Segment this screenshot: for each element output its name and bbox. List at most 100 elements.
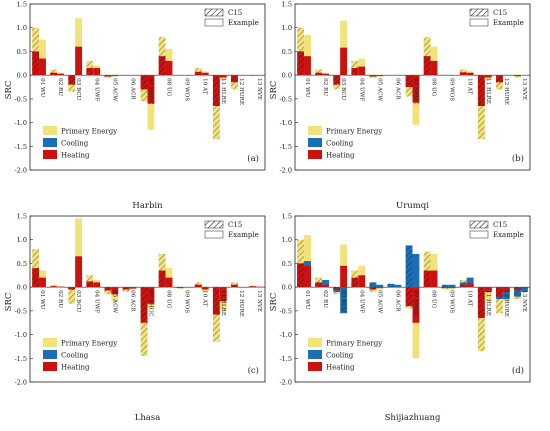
y-tick-label: 0.0 bbox=[17, 72, 27, 80]
y-tick-label: 1.5 bbox=[282, 1, 292, 9]
bar-primary-energy-example bbox=[430, 46, 438, 76]
legend-label-c15: C15 bbox=[228, 221, 242, 229]
bar-hatch-overlay bbox=[104, 287, 112, 291]
legend-swatch-primary-energy bbox=[308, 338, 322, 347]
bar-hatch-overlay bbox=[86, 275, 94, 288]
legend-label-c15: C15 bbox=[493, 221, 507, 229]
bar-hatch-overlay bbox=[477, 75, 485, 140]
bar-hatch-overlay bbox=[176, 287, 184, 289]
bar-heating-example bbox=[129, 287, 137, 289]
y-tick-label: 1.0 bbox=[17, 236, 27, 244]
y-tick-label: 1.0 bbox=[282, 24, 292, 32]
bar-cooling-example bbox=[394, 284, 402, 288]
bar-hatch-overlay bbox=[104, 287, 112, 295]
y-tick-label: 0.5 bbox=[17, 48, 27, 56]
legend-swatch-cooling bbox=[308, 350, 322, 359]
bar-hatch-overlay bbox=[423, 270, 431, 288]
bar-heating-example bbox=[484, 287, 492, 292]
y-axis-label: SRC bbox=[4, 81, 14, 100]
bar-heating-example bbox=[430, 270, 438, 288]
chart-panel-1: -2.0 -1.5 -1.0 -0.5 0.0 0.5 1.0 1.5 SRC 01 WU 02 R… bbox=[4, 1, 266, 211]
x-tick-label: 05 ACW bbox=[376, 290, 382, 313]
bar-hatch-overlay bbox=[212, 75, 220, 106]
panel-label: (a) bbox=[247, 153, 259, 164]
bar-hatch-overlay bbox=[315, 282, 323, 288]
bar-hatch-overlay bbox=[231, 75, 238, 83]
bar-heating-example bbox=[448, 287, 456, 289]
bar-heating-example bbox=[322, 284, 329, 288]
y-tick-label: 0.5 bbox=[17, 260, 27, 268]
x-tick-label: 11 HLRE bbox=[485, 78, 491, 104]
bar-hatch-overlay bbox=[194, 284, 202, 288]
bar-heating-example bbox=[147, 75, 155, 104]
x-tick-label: 08 UG bbox=[166, 78, 172, 97]
plot-frame bbox=[29, 215, 266, 383]
bar-hatch-overlay bbox=[496, 75, 503, 83]
bar-hatch-overlay bbox=[249, 286, 256, 288]
bar-primary-energy-example bbox=[39, 39, 46, 76]
bar-hatch-overlay bbox=[315, 72, 323, 76]
bar-heating-example bbox=[39, 58, 46, 76]
bar-heating-example bbox=[147, 287, 155, 304]
bar-hatch-overlay bbox=[158, 56, 166, 76]
bar-heating-example bbox=[75, 46, 83, 76]
legend-swatch-c15 bbox=[469, 220, 489, 229]
x-tick-label: 08 UG bbox=[431, 290, 437, 309]
bar-hatch-overlay bbox=[32, 51, 40, 76]
x-tick-label: 09 WOS bbox=[184, 290, 190, 313]
bar-hatch-overlay bbox=[423, 37, 431, 76]
x-tick-label: 01 WU bbox=[304, 290, 310, 310]
bar-hatch-overlay bbox=[441, 284, 449, 288]
x-tick-label: 02 RU bbox=[57, 78, 63, 96]
x-tick-label: 11 HLRE bbox=[220, 290, 226, 316]
bar-hatch-overlay bbox=[477, 287, 485, 318]
bar-heating-example bbox=[466, 72, 474, 76]
legend-swatch-example bbox=[204, 230, 224, 239]
legend-label-heating: Heating bbox=[326, 364, 355, 372]
bar-hatch-overlay bbox=[297, 263, 305, 288]
x-tick-label: 09 WOS bbox=[449, 290, 455, 313]
legend-label-cooling: Cooling bbox=[61, 352, 89, 360]
bar-hatch-overlay bbox=[369, 282, 377, 288]
bar-hatch-overlay bbox=[68, 287, 76, 304]
bar-hatch-overlay bbox=[86, 68, 94, 76]
legend-label-cooling: Cooling bbox=[326, 352, 354, 360]
legend-swatch-example bbox=[469, 18, 489, 27]
legend-swatch-example bbox=[469, 230, 489, 239]
bar-hatch-overlay bbox=[496, 287, 503, 314]
x-tick-label: 09 WOS bbox=[449, 78, 455, 101]
bar-primary-energy-example bbox=[376, 287, 384, 290]
legend-swatch-cooling bbox=[43, 350, 57, 359]
bar-hatch-overlay bbox=[441, 287, 449, 289]
bar-heating-example bbox=[520, 287, 528, 289]
bar-hatch-overlay bbox=[297, 51, 305, 76]
bar-cooling-example bbox=[322, 280, 329, 288]
legend-swatch-c15 bbox=[204, 8, 224, 17]
y-tick-label: -0.5 bbox=[279, 307, 292, 315]
bar-cooling-example bbox=[448, 284, 456, 288]
bar-primary-energy-example bbox=[448, 287, 456, 290]
x-tick-label: 13 NVE bbox=[521, 290, 527, 312]
legend-swatch-c15 bbox=[204, 220, 224, 229]
x-tick-label: 07 SHGC bbox=[413, 78, 419, 104]
y-tick-label: -1.0 bbox=[279, 119, 292, 127]
y-tick-label: 0.0 bbox=[282, 284, 292, 292]
x-tick-label: 05 ACW bbox=[111, 78, 117, 101]
x-tick-label: 13 NVE bbox=[521, 78, 527, 100]
bar-hatch-overlay bbox=[158, 37, 166, 76]
legend-label-heating: Heating bbox=[326, 152, 355, 160]
legend-swatch-cooling bbox=[43, 138, 57, 147]
chart-panel-2: -2.0 -1.5 -1.0 -0.5 0.0 0.5 1.0 1.5 SRC 01 WU 02 R… bbox=[269, 1, 531, 211]
legend-label-primary-energy: Primary Energy bbox=[61, 340, 117, 348]
bar-hatch-overlay bbox=[212, 287, 220, 315]
x-tick-label: 06 ACR bbox=[129, 78, 135, 100]
legend-label-c15: C15 bbox=[493, 9, 507, 17]
x-tick-label: 12 HURE bbox=[503, 290, 509, 317]
bar-hatch-overlay bbox=[212, 75, 220, 140]
x-tick-label: 04 UWF bbox=[93, 78, 99, 101]
bar-hatch-overlay bbox=[297, 27, 305, 76]
bar-hatch-overlay bbox=[32, 27, 40, 76]
x-axis-label: Harbin bbox=[132, 201, 163, 211]
x-axis-label: Urumqi bbox=[396, 201, 429, 211]
x-tick-label: 05 ACW bbox=[111, 290, 117, 313]
